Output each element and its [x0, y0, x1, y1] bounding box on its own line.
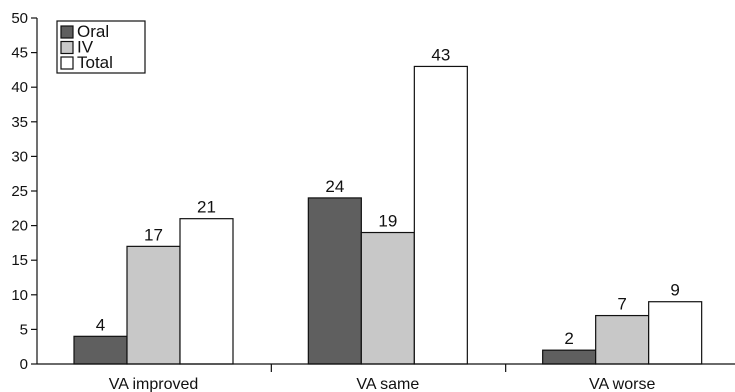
data-label-va-worse-total: 9	[670, 281, 679, 300]
y-tick-label-10: 10	[11, 287, 28, 304]
bar-va-same-oral	[307, 197, 362, 365]
bar-va-improved-oral	[73, 335, 128, 365]
bars-group	[73, 65, 703, 365]
x-tick-label-va-improved: VA improved	[109, 376, 199, 392]
data-label-va-worse-oral: 2	[564, 329, 573, 348]
x-axis-ticks: VA improved VA same VA worse	[109, 364, 656, 392]
y-tick-label-45: 45	[11, 45, 28, 62]
bar-va-worse-iv	[595, 314, 650, 365]
data-label-va-same-oral: 24	[325, 177, 344, 196]
y-tick-label-15: 15	[11, 252, 28, 269]
legend-swatch-oral	[60, 25, 74, 39]
bar-va-same-iv	[360, 231, 415, 365]
legend-label-oral: Oral	[77, 22, 109, 41]
bar-va-improved-iv	[126, 245, 181, 365]
y-tick-label-5: 5	[20, 321, 28, 338]
y-tick-label-20: 20	[11, 218, 28, 235]
data-label-va-improved-total: 21	[197, 198, 216, 217]
y-tick-label-30: 30	[11, 148, 28, 165]
bar-va-worse-total	[648, 301, 703, 365]
data-labels-group: 4 17 21 24 19 43 2 7 9	[96, 45, 680, 348]
data-label-va-worse-iv: 7	[617, 295, 626, 314]
bar-va-same-total	[413, 65, 468, 365]
bar-va-worse-oral	[542, 349, 597, 365]
data-label-va-same-total: 43	[431, 45, 450, 64]
legend-label-iv: IV	[77, 38, 94, 57]
y-axis-ticks: 0 5 10 15 20 25 30 35 40 45 50	[11, 10, 37, 373]
legend-swatch-iv	[60, 40, 74, 55]
data-label-va-improved-iv: 17	[144, 225, 163, 244]
data-label-va-improved-oral: 4	[96, 315, 105, 334]
y-tick-label-35: 35	[11, 114, 28, 131]
y-tick-label-25: 25	[11, 183, 28, 200]
y-tick-label-50: 50	[11, 10, 28, 27]
legend-swatch-total	[60, 56, 74, 70]
y-tick-label-0: 0	[20, 356, 28, 373]
data-label-va-same-iv: 19	[378, 212, 397, 231]
y-tick-label-40: 40	[11, 79, 28, 96]
x-tick-label-va-same: VA same	[356, 376, 419, 392]
x-tick-label-va-worse: VA worse	[589, 376, 656, 392]
bar-va-improved-total	[179, 218, 234, 365]
legend-label-total: Total	[77, 53, 113, 72]
